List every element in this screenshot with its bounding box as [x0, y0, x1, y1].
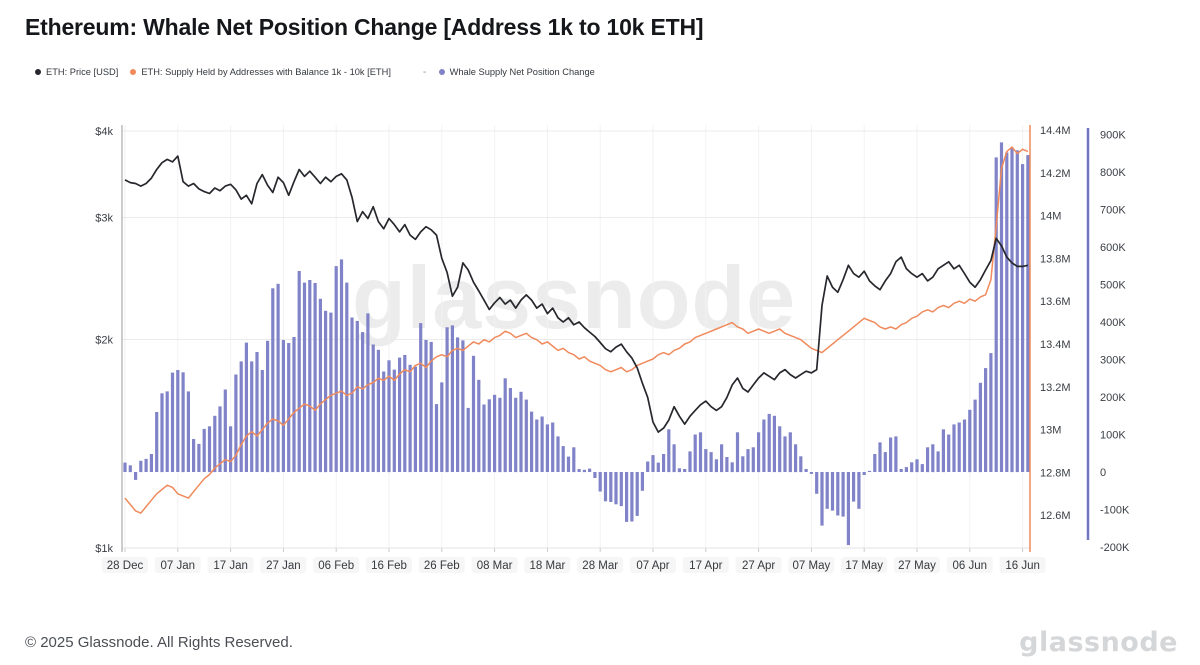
svg-text:27 Apr: 27 Apr [742, 560, 775, 572]
svg-text:100K: 100K [1100, 430, 1126, 442]
svg-text:13.6M: 13.6M [1040, 296, 1071, 308]
svg-text:17 May: 17 May [845, 560, 883, 572]
legend-item-net-position[interactable]: Whale Supply Net Position Change [438, 67, 595, 77]
svg-text:200K: 200K [1100, 392, 1126, 404]
svg-text:28 Dec: 28 Dec [107, 560, 144, 572]
svg-text:14M: 14M [1040, 211, 1061, 223]
svg-text:14.4M: 14.4M [1040, 125, 1071, 137]
svg-text:13M: 13M [1040, 425, 1061, 437]
svg-text:$3k: $3k [95, 213, 113, 225]
legend-label-net-position: Whale Supply Net Position Change [449, 67, 595, 77]
svg-text:300K: 300K [1100, 355, 1126, 367]
svg-text:26 Feb: 26 Feb [424, 560, 460, 572]
svg-text:500K: 500K [1100, 280, 1126, 292]
svg-text:07 Jan: 07 Jan [161, 560, 196, 572]
legend-label-eth-price: ETH: Price [USD] [46, 67, 119, 77]
svg-text:-100K: -100K [1100, 505, 1130, 517]
copyright-text: © 2025 Glassnode. All Rights Reserved. [25, 634, 293, 651]
price-axis-labels: $4k $3k $2k $1k [95, 126, 113, 555]
horizontal-gridlines [122, 130, 1030, 549]
glassnode-logo: glassnode [1019, 627, 1178, 658]
svg-text:17 Jan: 17 Jan [213, 560, 248, 572]
svg-text:-200K: -200K [1100, 542, 1130, 554]
supply-line [124, 146, 1029, 514]
svg-text:600K: 600K [1100, 242, 1126, 254]
price-line [124, 155, 1029, 433]
svg-text:13.2M: 13.2M [1040, 382, 1071, 394]
svg-text:400K: 400K [1100, 317, 1126, 329]
svg-text:13.8M: 13.8M [1040, 253, 1071, 265]
svg-text:18 Mar: 18 Mar [530, 560, 566, 572]
svg-text:800K: 800K [1100, 167, 1126, 179]
svg-text:$4k: $4k [95, 126, 113, 138]
vertical-gridlines [124, 125, 1024, 552]
supply-axis-labels: 14.4M 14.2M 14M 13.8M 13.6M 13.4M 13.2M 13M 12.8… [1040, 125, 1071, 522]
svg-text:12.8M: 12.8M [1040, 467, 1071, 479]
svg-text:16 Feb: 16 Feb [371, 560, 407, 572]
svg-text:900K: 900K [1100, 130, 1126, 142]
svg-text:17 Apr: 17 Apr [689, 560, 722, 572]
svg-text:$2k: $2k [95, 335, 113, 347]
svg-text:27 May: 27 May [898, 560, 936, 572]
svg-text:700K: 700K [1100, 205, 1126, 217]
svg-text:27 Jan: 27 Jan [266, 560, 301, 572]
svg-text:14.2M: 14.2M [1040, 168, 1071, 180]
svg-text:12.6M: 12.6M [1040, 510, 1071, 522]
x-axis-labels: 28 Dec 07 Jan 17 Jan 27 Jan 06 Feb 16 Feb 26 F… [102, 557, 1046, 573]
svg-text:16 Jun: 16 Jun [1005, 560, 1040, 572]
legend-label-eth-supply: ETH: Supply Held by Addresses with Balan… [141, 67, 391, 77]
svg-text:28 Mar: 28 Mar [582, 560, 618, 572]
net-axis-labels: 900K 800K 700K 600K 500K 400K 300K 200K 100K 0 -10… [1100, 130, 1130, 555]
legend-item-eth-price[interactable]: ETH: Price [USD] [35, 67, 118, 77]
net-position-series-dot-icon [438, 69, 445, 75]
chart-legend: ETH: Price [USD] ETH: Supply Held by Add… [35, 66, 607, 78]
net-position-bars [123, 142, 1030, 546]
svg-text:06 Feb: 06 Feb [318, 560, 354, 572]
svg-text:0: 0 [1100, 467, 1106, 479]
svg-text:07 May: 07 May [793, 560, 831, 572]
svg-text:$1k: $1k [95, 543, 113, 555]
legend-dash-icon: - [422, 66, 427, 78]
supply-series-dot-icon [130, 69, 137, 75]
svg-text:13.4M: 13.4M [1040, 339, 1071, 351]
svg-text:08 Mar: 08 Mar [477, 560, 513, 572]
page-title: Ethereum: Whale Net Position Change [Add… [25, 14, 704, 40]
svg-text:06 Jun: 06 Jun [953, 560, 988, 572]
legend-item-eth-supply[interactable]: ETH: Supply Held by Addresses with Balan… [130, 67, 391, 77]
svg-text:07 Apr: 07 Apr [636, 560, 669, 572]
price-series-dot-icon [35, 69, 41, 75]
